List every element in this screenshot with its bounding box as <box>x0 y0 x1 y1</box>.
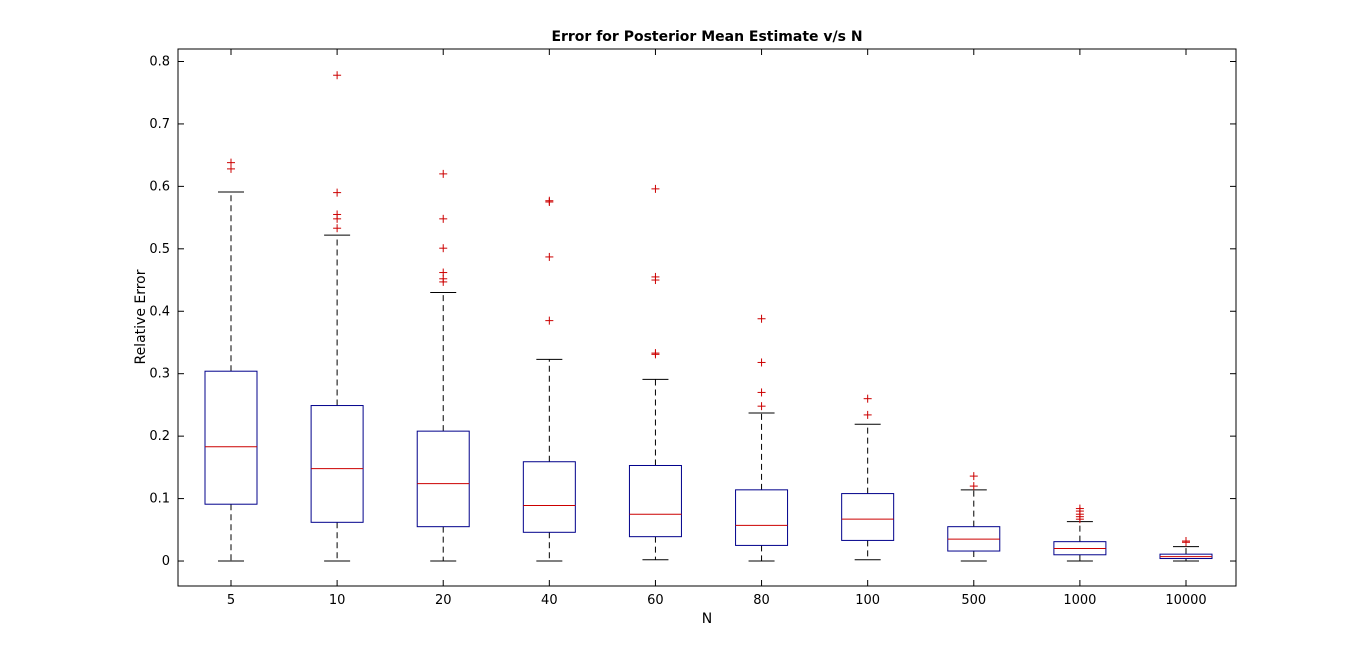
x-tick-label: 60 <box>647 593 664 608</box>
box-series <box>204 71 1213 562</box>
box-group <box>522 196 576 562</box>
x-tick-label: 20 <box>435 593 452 608</box>
iqr-box <box>735 489 789 546</box>
outlier-marker <box>651 272 660 281</box>
y-tick-label: 0.1 <box>149 492 170 507</box>
iqr-box <box>310 405 364 523</box>
iqr-box <box>522 461 576 533</box>
box-group <box>1159 537 1213 562</box>
outlier-marker <box>1182 537 1190 546</box>
x-tick-label: 10000 <box>1165 593 1206 608</box>
outlier-marker <box>439 244 448 253</box>
outlier-marker <box>545 196 554 205</box>
outlier-marker <box>863 410 872 419</box>
x-tick-label: 40 <box>541 593 558 608</box>
x-tick-label: 100 <box>855 593 880 608</box>
box-group <box>841 394 895 561</box>
outlier-marker <box>439 268 448 277</box>
y-tick-label: 0.8 <box>149 54 170 69</box>
iqr-box <box>628 464 682 538</box>
iqr-box <box>841 493 895 541</box>
chart-title: Error for Posterior Mean Estimate v/s N <box>551 29 862 45</box>
outlier-marker <box>757 314 766 323</box>
outlier-marker <box>333 224 342 233</box>
outlier-marker <box>863 394 872 403</box>
outlier-marker <box>969 472 978 481</box>
outlier-marker <box>439 169 448 178</box>
plot-area <box>177 48 1237 587</box>
outlier-marker <box>757 358 766 367</box>
box-group <box>310 71 364 562</box>
x-tick-label: 1000 <box>1063 593 1096 608</box>
x-tick-label: 80 <box>753 593 770 608</box>
x-tick-label: 5 <box>227 593 235 608</box>
outlier-marker <box>439 214 448 223</box>
y-tick-label: 0.6 <box>149 179 170 194</box>
box-group <box>947 472 1001 562</box>
outlier-marker <box>545 316 554 325</box>
y-tick-label: 0.4 <box>149 304 170 319</box>
outlier-marker <box>333 210 342 219</box>
outlier-marker <box>651 184 660 193</box>
iqr-box <box>204 370 258 505</box>
outlier-marker <box>651 349 660 358</box>
outlier-marker <box>757 388 766 397</box>
y-tick-label: 0 <box>162 554 170 569</box>
iqr-box <box>416 430 470 528</box>
box-group <box>735 314 789 562</box>
box-group <box>204 158 258 562</box>
outlier-marker <box>333 188 342 197</box>
outlier-marker <box>545 252 554 261</box>
outlier-marker <box>227 158 235 167</box>
x-tick-label: 10 <box>329 593 346 608</box>
outlier-marker <box>757 402 766 411</box>
x-axis-label: N <box>702 611 712 627</box>
x-axis-ticks: 5 10 20 40 60 80 100 500 1000 10000 <box>227 49 1207 608</box>
y-axis-ticks: 0 0.1 0.2 0.3 0.4 0.5 0.6 0.7 0.8 <box>149 54 1236 569</box>
y-axis-label: Relative Error <box>133 269 149 364</box>
box-group <box>628 184 682 561</box>
box-group <box>416 169 470 562</box>
y-tick-label: 0.2 <box>149 429 170 444</box>
y-tick-label: 0.7 <box>149 117 170 132</box>
x-tick-label: 500 <box>961 593 986 608</box>
outlier-marker <box>333 71 342 80</box>
y-tick-label: 0.5 <box>149 242 170 257</box>
box-group <box>1053 504 1107 562</box>
y-tick-label: 0.3 <box>149 367 170 382</box>
outlier-marker <box>1075 504 1084 513</box>
outlier-marker <box>969 482 978 491</box>
